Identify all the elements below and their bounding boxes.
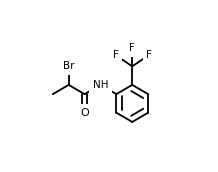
Text: F: F <box>129 44 135 53</box>
Text: Br: Br <box>63 61 74 71</box>
Text: F: F <box>113 50 119 60</box>
Text: F: F <box>146 50 152 60</box>
Text: NH: NH <box>93 80 108 90</box>
Text: O: O <box>80 108 89 118</box>
